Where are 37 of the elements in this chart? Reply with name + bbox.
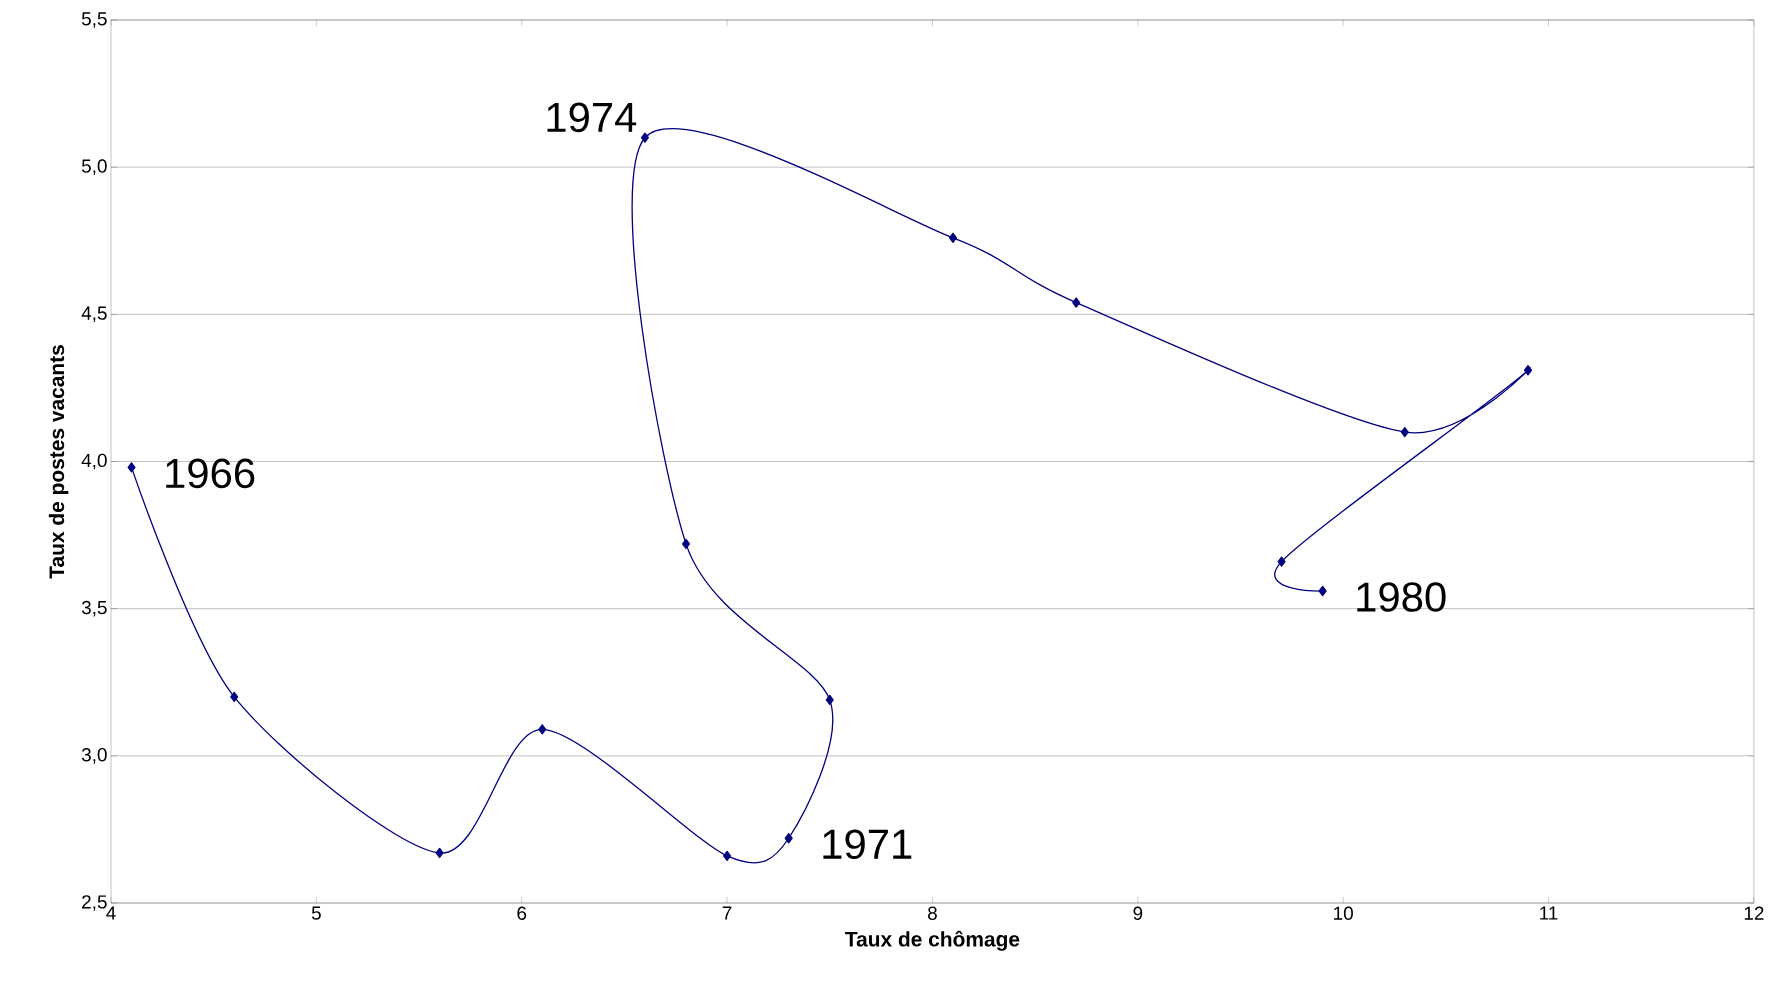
point	[230, 691, 239, 703]
point	[640, 132, 649, 143]
point	[1318, 585, 1327, 597]
x-tick-label: 9	[1133, 906, 1143, 920]
x-axis-title: Taux de chômage	[845, 930, 1020, 951]
x-tick-label: 12	[1744, 906, 1764, 920]
y-tick-label: 4,5	[81, 306, 107, 323]
x-tick-label: 10	[1334, 906, 1353, 920]
annotation: 1974	[547, 102, 637, 133]
y-tick-label: 5,0	[81, 159, 107, 175]
x-tick-label: 8	[928, 906, 937, 920]
point	[948, 232, 958, 243]
x-tick-label: 4	[106, 906, 116, 920]
annotation: 1980	[1357, 582, 1446, 612]
x-tick-label: 5	[311, 906, 321, 920]
point	[435, 847, 444, 859]
point	[1523, 365, 1533, 376]
point	[784, 833, 793, 844]
point	[681, 538, 691, 550]
point	[538, 724, 547, 735]
point	[1277, 556, 1286, 567]
annotation: 1966	[166, 458, 255, 489]
annotation: 1971	[823, 829, 912, 860]
y-tick-label: 3,0	[81, 748, 107, 764]
point	[127, 462, 136, 473]
point	[723, 850, 732, 862]
point	[825, 694, 834, 706]
x-tick-label: 7	[722, 906, 732, 920]
y-tick-label: 3,5	[81, 600, 107, 617]
y-tick-label: 4,0	[81, 453, 107, 470]
point	[1400, 426, 1409, 438]
y-tick-label: 5,5	[81, 12, 107, 28]
point	[1072, 297, 1081, 308]
x-tick-label: 11	[1540, 906, 1558, 920]
y-tick-label: 2,5	[82, 895, 107, 911]
y-axis-title: Taux de postes vacants	[48, 345, 69, 579]
x-tick-label: 6	[517, 906, 527, 920]
